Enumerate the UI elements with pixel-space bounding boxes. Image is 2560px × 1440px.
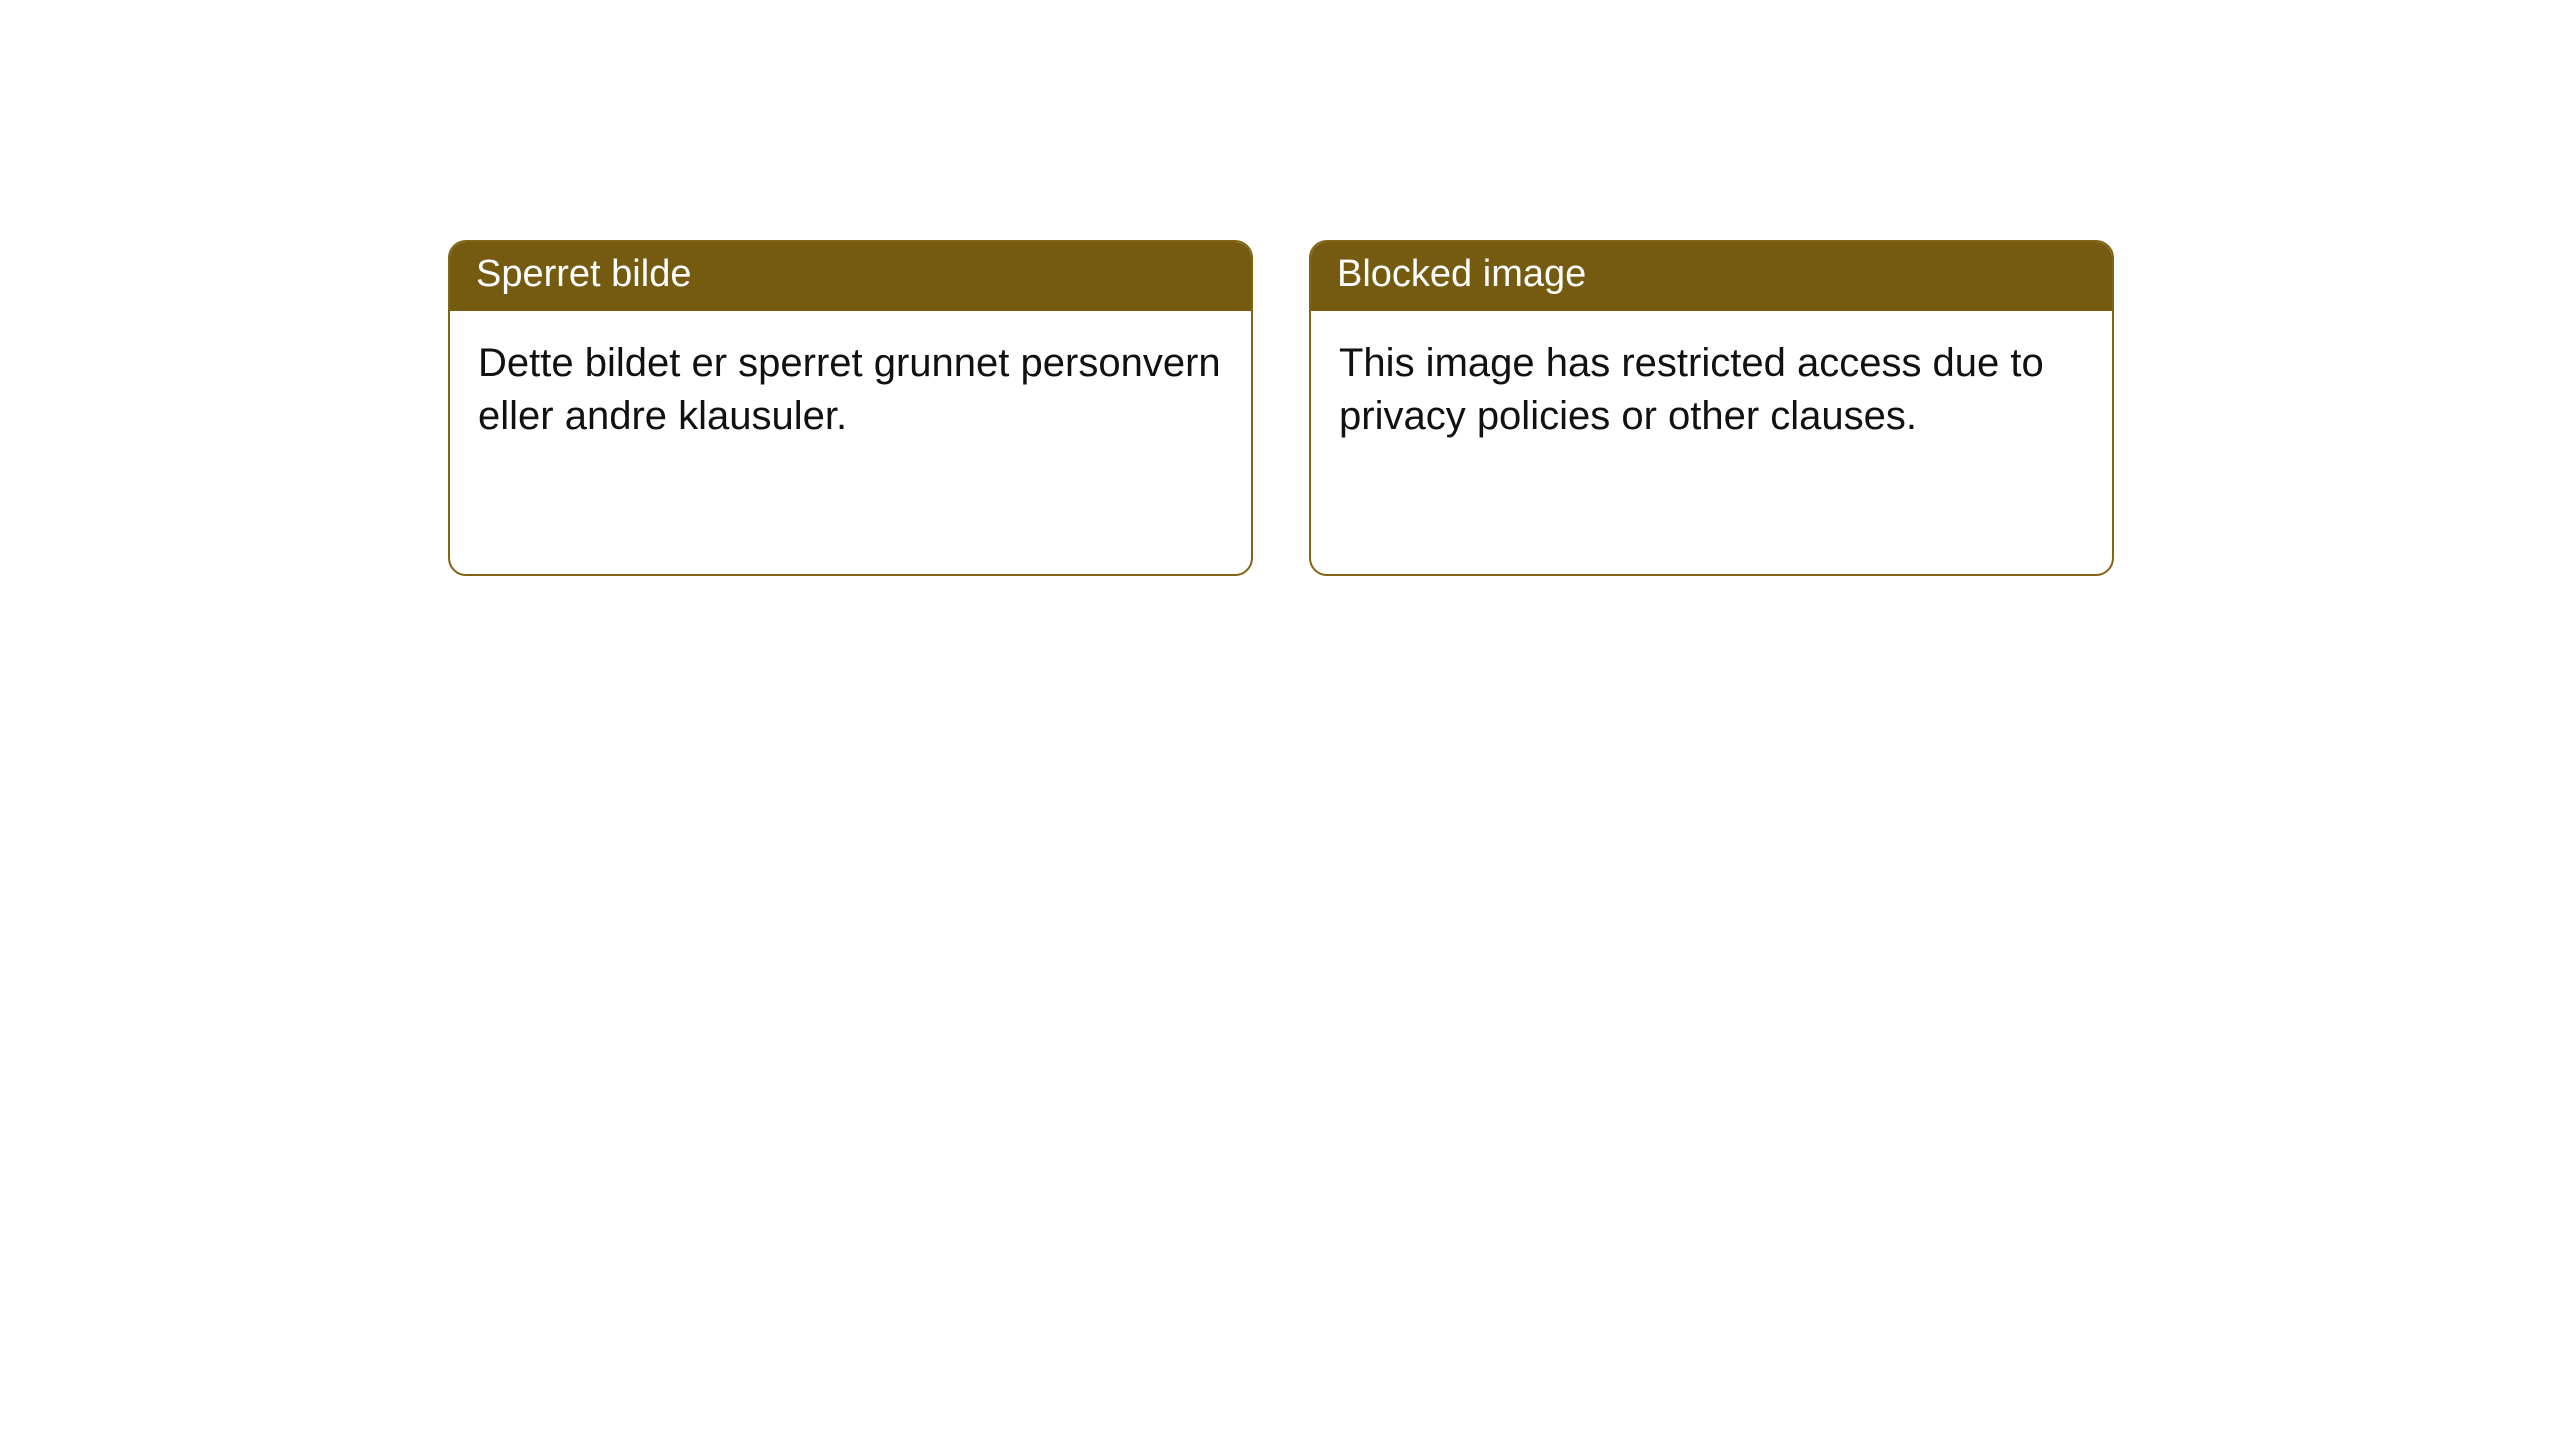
notice-body: This image has restricted access due to … bbox=[1311, 311, 2112, 469]
notice-body: Dette bildet er sperret grunnet personve… bbox=[450, 311, 1251, 469]
notice-box-english: Blocked image This image has restricted … bbox=[1309, 240, 2114, 576]
notice-container: Sperret bilde Dette bildet er sperret gr… bbox=[448, 240, 2114, 576]
notice-box-norwegian: Sperret bilde Dette bildet er sperret gr… bbox=[448, 240, 1253, 576]
notice-header: Sperret bilde bbox=[450, 242, 1251, 311]
notice-header: Blocked image bbox=[1311, 242, 2112, 311]
